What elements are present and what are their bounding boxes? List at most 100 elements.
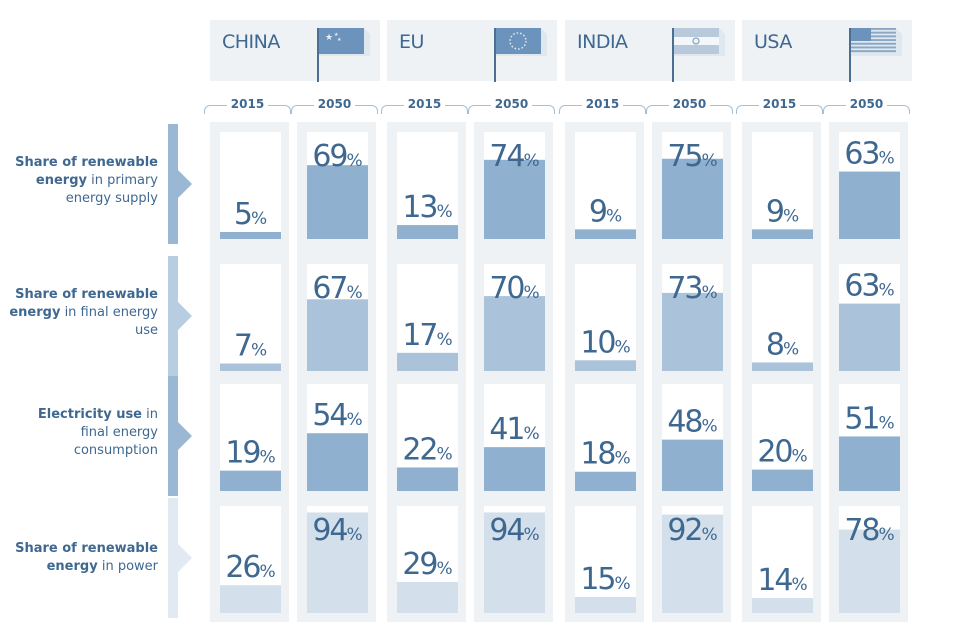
- value-unit: %: [347, 525, 363, 545]
- bar-china-2015: [220, 470, 281, 491]
- country-name: INDIA: [577, 31, 628, 53]
- indicator-label-rest: in final energy consumption: [73, 407, 158, 458]
- value-cell: [752, 132, 813, 239]
- value-unit: %: [792, 575, 808, 595]
- bar-usa-2050: [839, 436, 900, 491]
- value-unit: %: [437, 202, 453, 222]
- value-number: 10: [580, 325, 615, 360]
- value-number: 48: [667, 405, 702, 440]
- bar-china-2050: [307, 512, 368, 613]
- value-number: 9: [589, 194, 606, 229]
- value-number: 22: [402, 432, 436, 467]
- year-label: 2050: [646, 97, 733, 115]
- year-label: 2015: [381, 97, 468, 115]
- bar-china-2050: [307, 433, 368, 491]
- indicator-label-rest: in power: [97, 559, 158, 574]
- indicator-marker: [168, 124, 178, 244]
- country-header-usa: USA: [742, 20, 912, 82]
- country-name: EU: [399, 31, 424, 53]
- bar-usa-2015: [752, 229, 813, 239]
- china-flag-icon: ★ ★★: [317, 28, 370, 82]
- bar-india-2050: [662, 439, 723, 491]
- value-number: 29: [402, 547, 436, 582]
- year-label: 2015: [204, 97, 291, 115]
- bar-china-2015: [220, 585, 281, 613]
- value-number: 7: [234, 329, 251, 364]
- indicator-label: Share of renewable energy in primary ene…: [8, 154, 158, 208]
- value-label: 74%: [489, 139, 539, 174]
- bar-eu-2050: [484, 512, 545, 613]
- value-label: 19%: [225, 436, 275, 471]
- value-unit: %: [437, 330, 453, 350]
- bar-china-2050: [307, 165, 368, 239]
- value-label: 70%: [489, 271, 539, 306]
- bar-india-2015: [575, 471, 636, 491]
- year-label: 2050: [823, 97, 910, 115]
- indicator-marker: [168, 376, 178, 496]
- value-label: 5%: [234, 197, 267, 232]
- year-text: 2015: [758, 97, 801, 111]
- bar-eu-2050: [484, 159, 545, 239]
- bar-eu-2015: [397, 467, 458, 491]
- value-label: 94%: [312, 513, 362, 548]
- value-number: 92: [667, 513, 701, 548]
- value-label: 7%: [234, 329, 267, 364]
- bar-india-2015: [575, 229, 636, 239]
- country-name: CHINA: [222, 31, 280, 53]
- value-label: 73%: [667, 271, 717, 306]
- value-label: 54%: [312, 398, 362, 433]
- value-label: 67%: [312, 271, 362, 306]
- indicator-label: Share of renewable energy in final energ…: [8, 286, 158, 340]
- value-unit: %: [879, 281, 895, 301]
- svg-text:★: ★: [325, 32, 333, 42]
- value-label: 9%: [589, 194, 622, 229]
- value-number: 18: [580, 437, 615, 472]
- value-label: 22%: [402, 432, 452, 467]
- year-label: 2015: [736, 97, 823, 115]
- value-label: 75%: [667, 139, 717, 174]
- value-unit: %: [347, 283, 363, 303]
- value-unit: %: [260, 448, 276, 468]
- value-unit: %: [702, 151, 718, 171]
- bar-usa-2015: [752, 469, 813, 491]
- bar-usa-2015: [752, 598, 813, 613]
- value-unit: %: [260, 562, 276, 582]
- bar-eu-2015: [397, 352, 458, 371]
- year-label: 2050: [291, 97, 378, 115]
- value-label: 10%: [580, 325, 630, 360]
- value-number: 78: [844, 513, 879, 548]
- value-unit: %: [879, 413, 895, 433]
- bar-eu-2015: [397, 225, 458, 239]
- bar-eu-2050: [484, 296, 545, 371]
- value-label: 17%: [402, 318, 452, 353]
- value-label: 15%: [580, 562, 630, 597]
- year-text: 2050: [490, 97, 533, 111]
- value-cell: [220, 264, 281, 371]
- value-number: 63: [844, 269, 878, 304]
- year-text: 2050: [313, 97, 356, 111]
- value-label: 9%: [766, 194, 799, 229]
- indicator-label-bold: Share of renewable energy: [15, 155, 158, 188]
- value-number: 73: [667, 271, 701, 306]
- indicator-marker: [168, 256, 178, 376]
- value-number: 41: [489, 412, 523, 447]
- eu-flag-icon: [494, 28, 547, 82]
- value-number: 69: [312, 139, 346, 174]
- value-unit: %: [251, 341, 267, 361]
- usa-flag-icon: [849, 28, 902, 82]
- value-label: 51%: [844, 401, 894, 436]
- value-unit: %: [783, 339, 799, 359]
- indicator-label: Electricity use in final energy consumpt…: [8, 406, 158, 460]
- bar-india-2015: [575, 596, 636, 613]
- country-header-india: INDIA: [565, 20, 735, 82]
- value-number: 94: [312, 513, 347, 548]
- value-unit: %: [879, 525, 895, 545]
- value-cell: [575, 132, 636, 239]
- value-unit: %: [702, 417, 718, 437]
- value-number: 67: [312, 271, 346, 306]
- value-number: 14: [757, 563, 792, 598]
- indicator-label-rest: in final energy use: [60, 305, 158, 338]
- year-text: 2015: [403, 97, 446, 111]
- bar-usa-2015: [752, 362, 813, 371]
